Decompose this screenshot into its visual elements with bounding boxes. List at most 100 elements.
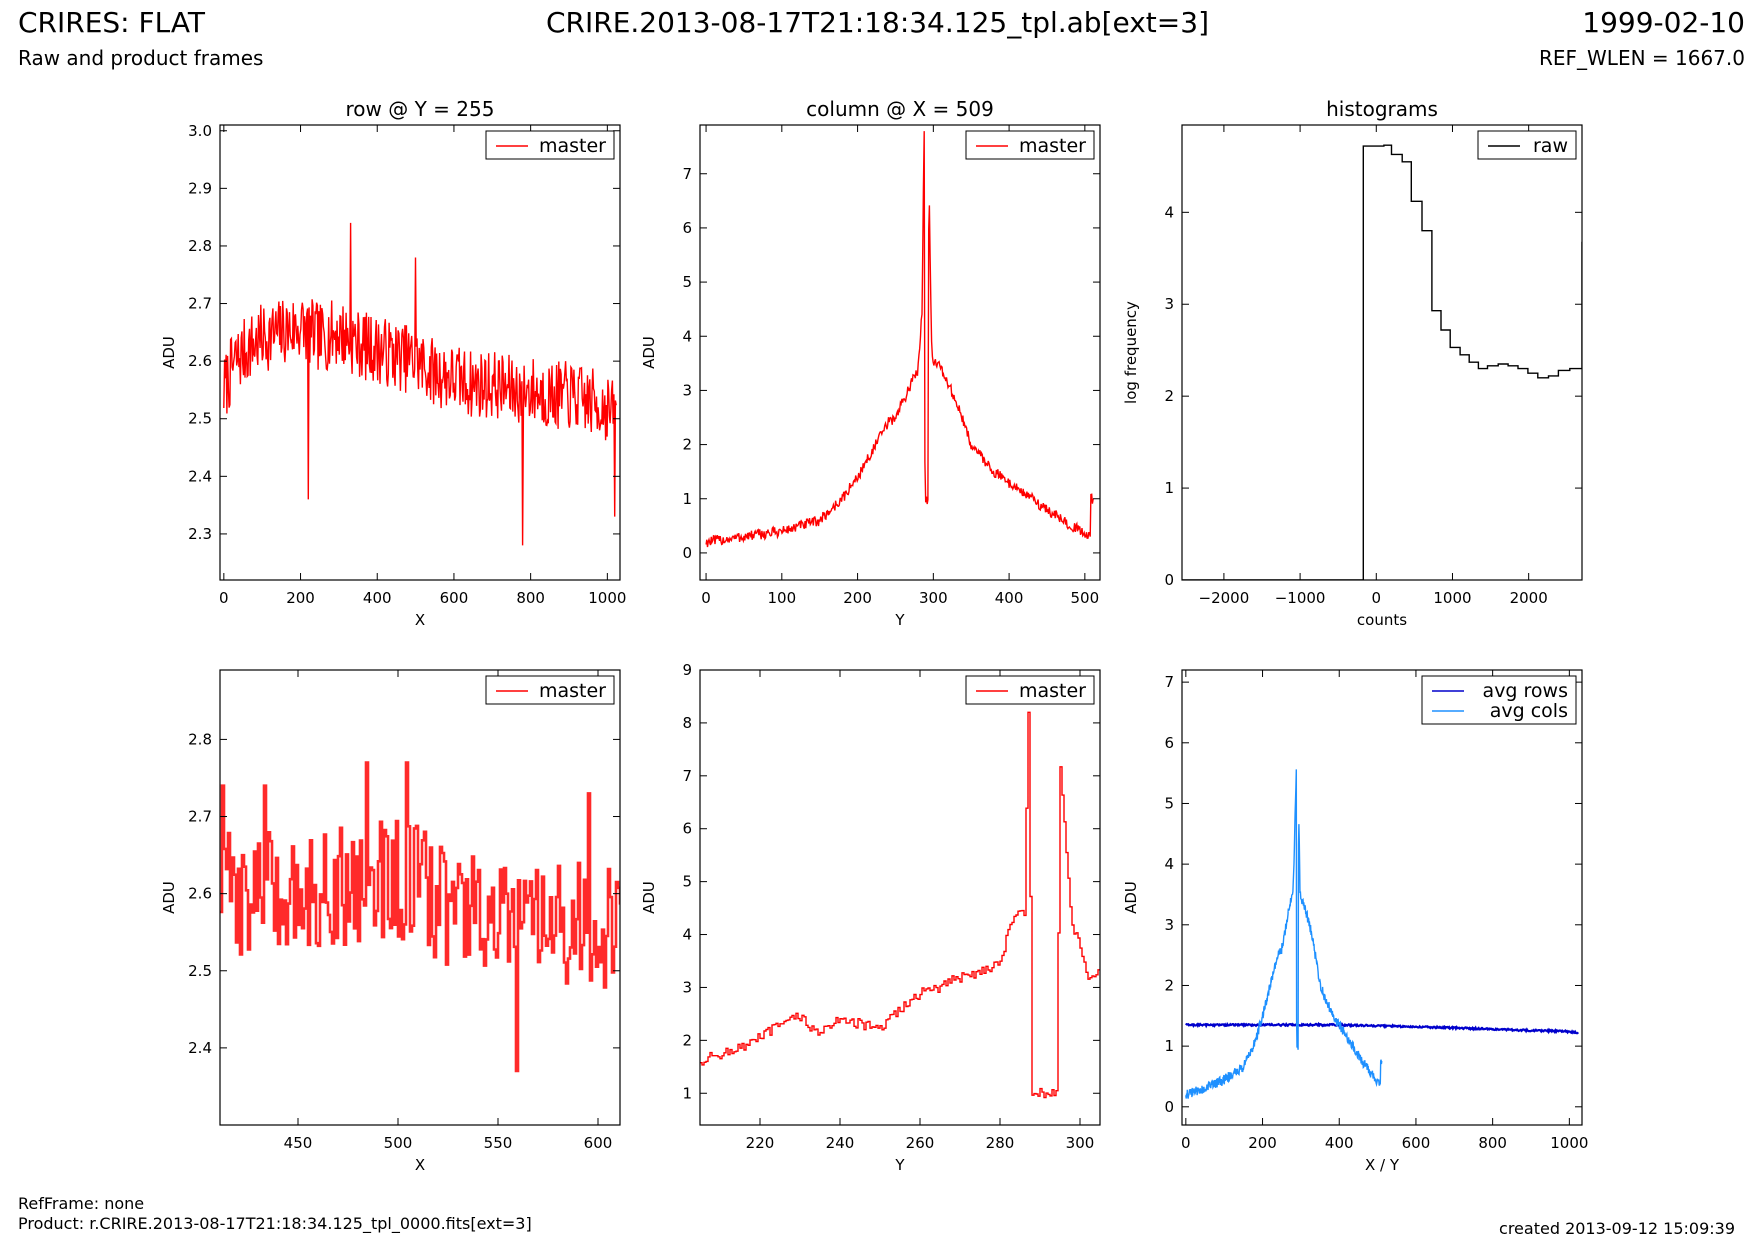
p3-axes-frame xyxy=(1181,124,1583,581)
p4-legend-box xyxy=(485,675,615,705)
p2-xlabel: Y xyxy=(894,611,905,629)
p3-xlabel: counts xyxy=(1357,611,1407,629)
p6-legend-label: avg cols xyxy=(1490,700,1568,722)
p1-ytick-label: 3.0 xyxy=(188,122,212,140)
p2-xtick-label: 300 xyxy=(919,589,948,607)
p5-xtick-label: 300 xyxy=(1066,1134,1095,1152)
p2-ytick-label: 7 xyxy=(682,165,692,183)
p5-ytick-label: 4 xyxy=(682,926,692,944)
p4-ytick-label: 2.6 xyxy=(188,885,212,903)
p5-ytick-label: 3 xyxy=(682,978,692,996)
p1-xtick-label: 600 xyxy=(440,589,469,607)
p2-ytick-label: 1 xyxy=(682,490,692,508)
product-label: Product: r.CRIRE.2013-08-17T21:18:34.125… xyxy=(18,1214,532,1233)
p4-ytick-label: 2.8 xyxy=(188,730,212,748)
p3-xtick-label: −1000 xyxy=(1275,589,1326,607)
p5-xtick-label: 240 xyxy=(826,1134,855,1152)
p1-ytick-label: 2.4 xyxy=(188,467,212,485)
p1-ytick-label: 2.6 xyxy=(188,352,212,370)
p4-xtick-label: 500 xyxy=(384,1134,413,1152)
p3-legend-label: raw xyxy=(1533,135,1568,157)
p2-xtick-label: 500 xyxy=(1071,589,1100,607)
p4-legend: master xyxy=(485,675,615,705)
p2-axes-frame xyxy=(699,124,1101,581)
p2-legend-box xyxy=(965,130,1095,160)
p1-xtick-label: 200 xyxy=(286,589,315,607)
created-label: created 2013-09-12 15:09:39 xyxy=(1499,1219,1735,1238)
p6-ytick-label: 3 xyxy=(1164,916,1174,934)
p5-series-master xyxy=(700,711,1100,1099)
p1-ylabel: ADU xyxy=(160,336,178,369)
p1-xtick-label: 1000 xyxy=(588,589,626,607)
p6-series-avg-cols xyxy=(1185,769,1383,1099)
ref-wlen-label: REF_WLEN = 1667.0 xyxy=(1538,46,1745,70)
p2-ytick-label: 2 xyxy=(682,436,692,454)
p4-xtick-label: 450 xyxy=(284,1134,313,1152)
p5-ytick-label: 9 xyxy=(682,661,692,679)
p6-xlabel: X / Y xyxy=(1365,1156,1400,1174)
p4-axes-frame xyxy=(219,669,621,1126)
p1-legend: master xyxy=(485,130,615,160)
p6-xtick-label: 400 xyxy=(1325,1134,1354,1152)
p1-ytick-label: 2.9 xyxy=(188,179,212,197)
page-title: CRIRES: FLAT xyxy=(18,6,205,39)
p6-legend-label: avg rows xyxy=(1483,680,1568,702)
p1-xtick-label: 800 xyxy=(516,589,545,607)
p3-ylabel: log frequency xyxy=(1122,301,1140,404)
frame-name: CRIRE.2013-08-17T21:18:34.125_tpl.ab[ext… xyxy=(545,6,1209,39)
p4-ylabel: ADU xyxy=(160,881,178,914)
p3-legend-box xyxy=(1477,130,1577,160)
p4-ytick-label: 2.7 xyxy=(188,808,212,826)
ref-frame-label: RefFrame: none xyxy=(18,1194,145,1213)
p6-ytick-label: 7 xyxy=(1164,673,1174,691)
p3-ytick-label: 3 xyxy=(1164,295,1174,313)
p1-ytick-label: 2.7 xyxy=(188,295,212,313)
p3-xtick-label: 1000 xyxy=(1433,589,1471,607)
p6-ylabel: ADU xyxy=(1122,881,1140,914)
p4-ytick-label: 2.4 xyxy=(188,1039,212,1057)
p1-ytick-label: 2.8 xyxy=(188,237,212,255)
p4-panel: 450 500 550 600 2.4 2.5 2.6 2.7 2.8 X ADU master xyxy=(160,669,621,1174)
p2-legend: master xyxy=(965,130,1095,160)
p1-ytick-label: 2.3 xyxy=(188,525,212,543)
p5-xtick-label: 260 xyxy=(906,1134,935,1152)
date-label: 1999-02-10 xyxy=(1582,6,1745,39)
p6-ytick-label: 5 xyxy=(1164,794,1174,812)
p1-xtick-label: 400 xyxy=(363,589,392,607)
p5-ytick-label: 2 xyxy=(682,1031,692,1049)
p4-xtick-label: 600 xyxy=(584,1134,613,1152)
p2-series-master xyxy=(705,131,1094,548)
p2-xtick-label: 200 xyxy=(843,589,872,607)
p6-xtick-label: 200 xyxy=(1248,1134,1277,1152)
p5-ytick-label: 7 xyxy=(682,767,692,785)
p5-ytick-label: 6 xyxy=(682,820,692,838)
p2-title: column @ X = 509 xyxy=(806,97,994,121)
p2-ytick-label: 3 xyxy=(682,381,692,399)
p1-series-master xyxy=(223,222,617,546)
p1-legend-box xyxy=(485,130,615,160)
p3-ytick-label: 4 xyxy=(1164,203,1174,221)
p6-legend-box xyxy=(1421,675,1577,725)
p6-panel: 0 200 400 600 800 1000 0 1 2 3 4 5 6 7 X / Y ADU avg row… xyxy=(1122,669,1588,1174)
p5-legend-label: master xyxy=(1019,680,1086,702)
p5-ytick-label: 5 xyxy=(682,873,692,891)
p2-legend-label: master xyxy=(1019,135,1086,157)
p4-xlabel: X xyxy=(415,1156,425,1174)
p6-ytick-label: 4 xyxy=(1164,855,1174,873)
p1-axes-frame xyxy=(219,124,621,581)
p2-ylabel: ADU xyxy=(640,336,658,369)
p3-xtick-label: 0 xyxy=(1372,589,1382,607)
p3-xtick-label: 2000 xyxy=(1510,589,1548,607)
p6-ytick-label: 0 xyxy=(1164,1098,1174,1116)
p5-xtick-label: 280 xyxy=(986,1134,1015,1152)
p1-title: row @ Y = 255 xyxy=(346,97,495,121)
page-subtitle: Raw and product frames xyxy=(18,46,264,70)
p2-xtick-label: 0 xyxy=(701,589,711,607)
p6-xtick-label: 1000 xyxy=(1550,1134,1588,1152)
p6-ytick-label: 6 xyxy=(1164,734,1174,752)
p3-ytick-label: 0 xyxy=(1164,571,1174,589)
p3-panel: −2000 −1000 0 1000 2000 0 1 2 3 4 histograms counts… xyxy=(1122,97,1583,629)
p2-ytick-label: 5 xyxy=(682,273,692,291)
